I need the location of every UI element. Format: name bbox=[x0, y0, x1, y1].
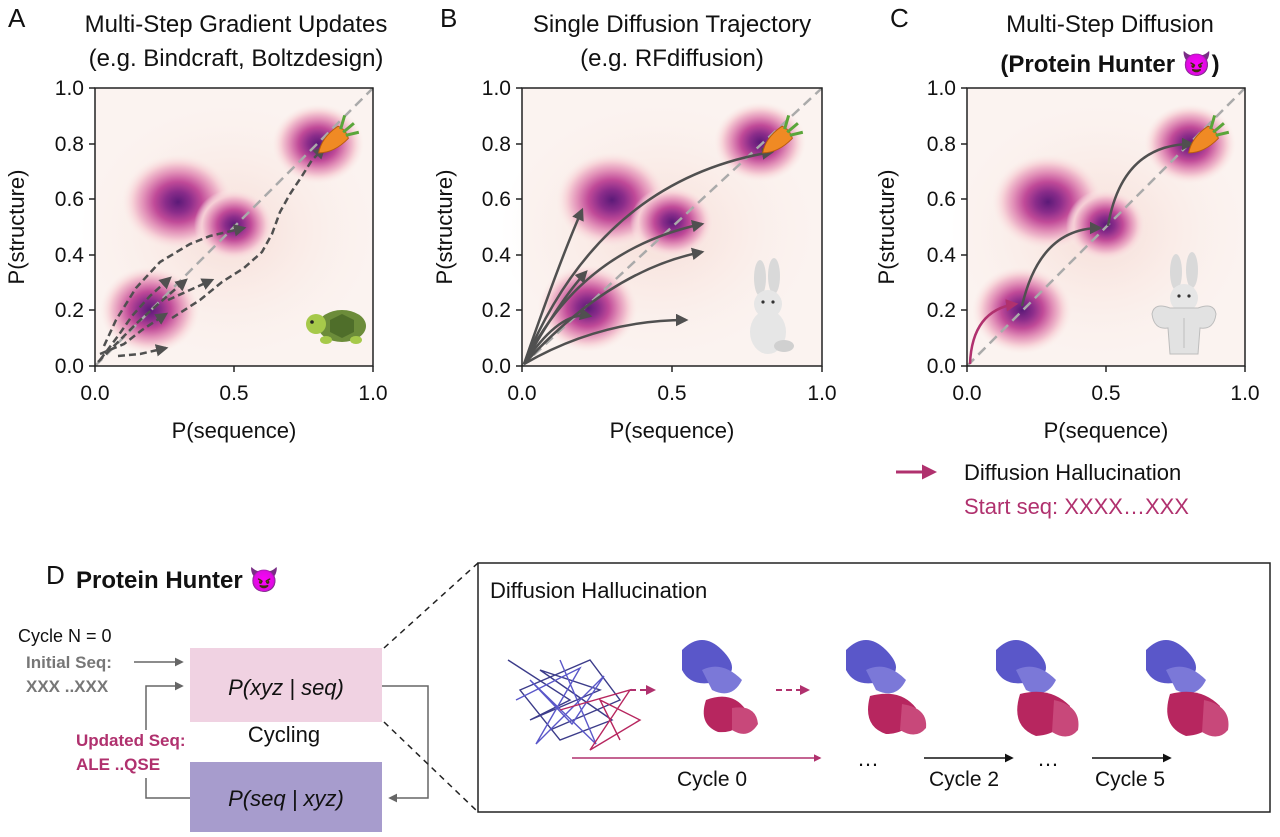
panel-b-axes: 0.0 0.5 1.0 0.0 0.2 0.4 0.6 0.8 1.0 P(se… bbox=[432, 77, 837, 443]
y-axis-label: P(structure) bbox=[4, 170, 29, 285]
y-tick-label: 0.6 bbox=[482, 188, 511, 211]
x-tick-label: 0.5 bbox=[1091, 382, 1120, 405]
panel-subtitle: (Protein Hunter 😈) bbox=[1000, 51, 1219, 78]
x-tick-label: 0.0 bbox=[507, 382, 536, 405]
y-tick-label: 0.4 bbox=[927, 244, 957, 267]
protein-structure-cycle1 bbox=[846, 640, 927, 735]
panel-title: Single Diffusion Trajectory bbox=[533, 11, 811, 38]
y-tick-label: 0.8 bbox=[927, 133, 956, 156]
x-axis-label: P(sequence) bbox=[610, 418, 735, 443]
cycle0-label: Cycle 0 bbox=[677, 768, 747, 791]
panel-b: 0.0 0.5 1.0 0.0 0.2 0.4 0.6 0.8 1.0 P(se… bbox=[432, 3, 837, 443]
y-tick-label: 1.0 bbox=[55, 77, 84, 100]
panel-c-axes: 0.0 0.5 1.0 0.0 0.2 0.4 0.6 0.8 1.0 P(se… bbox=[874, 77, 1260, 443]
x-axis-label: P(sequence) bbox=[1044, 418, 1169, 443]
y-tick-label: 1.0 bbox=[482, 77, 511, 100]
panel-letter: B bbox=[440, 3, 457, 33]
y-axis-label: P(structure) bbox=[874, 170, 899, 285]
y-tick-label: 0.8 bbox=[55, 133, 84, 156]
panel-title: Multi-Step Diffusion bbox=[1006, 11, 1214, 38]
turtle-icon bbox=[306, 310, 366, 344]
inset-title: Diffusion Hallucination bbox=[490, 578, 707, 603]
protein-structure-cycle0 bbox=[682, 640, 758, 734]
legend-label: Diffusion Hallucination bbox=[964, 460, 1181, 485]
panel-a: 0.0 0.5 1.0 0.0 0.2 0.4 0.6 0.8 1.0 P(se… bbox=[4, 3, 388, 443]
carrot-icon bbox=[318, 114, 360, 154]
muscle-rabbit-icon bbox=[1151, 252, 1217, 355]
panel-letter: C bbox=[890, 3, 909, 33]
initial-seq-label: Initial Seq: bbox=[26, 653, 112, 672]
ellipsis: … bbox=[857, 746, 879, 771]
x-tick-label: 0.0 bbox=[80, 382, 109, 405]
random-coil-structure bbox=[507, 659, 642, 751]
rabbit-icon bbox=[750, 258, 794, 354]
y-tick-label: 0.2 bbox=[55, 299, 84, 322]
carrot-icon bbox=[762, 114, 804, 154]
y-tick-label: 0.0 bbox=[482, 355, 511, 378]
y-tick-label: 0.2 bbox=[482, 299, 511, 322]
panel-letter: A bbox=[8, 3, 26, 33]
x-tick-label: 1.0 bbox=[358, 382, 387, 405]
protein-structure-cycle2 bbox=[996, 640, 1079, 737]
x-axis-label: P(sequence) bbox=[172, 418, 297, 443]
panel-a-axes: 0.0 0.5 1.0 0.0 0.2 0.4 0.6 0.8 1.0 P(se… bbox=[4, 77, 388, 443]
y-tick-label: 0.6 bbox=[927, 188, 956, 211]
x-tick-label: 0.5 bbox=[219, 382, 248, 405]
y-tick-label: 0.6 bbox=[55, 188, 84, 211]
zoom-line bbox=[383, 562, 479, 649]
sequence-model-box bbox=[190, 762, 382, 832]
carrot-icon bbox=[1188, 114, 1230, 154]
protein-structure-cycle5 bbox=[1146, 640, 1229, 737]
x-tick-label: 1.0 bbox=[1230, 382, 1259, 405]
panel-d-title: Protein Hunter 😈 bbox=[76, 567, 279, 594]
structure-model-box bbox=[190, 648, 382, 722]
x-tick-label: 0.5 bbox=[657, 382, 686, 405]
updated-seq-label: Updated Seq: bbox=[76, 731, 186, 750]
ellipsis: … bbox=[1037, 746, 1059, 771]
y-tick-label: 0.4 bbox=[55, 244, 85, 267]
cycling-label: Cycling bbox=[248, 722, 320, 747]
updated-seq-value: ALE ..QSE bbox=[76, 755, 160, 774]
legend: Diffusion Hallucination Start seq: XXXX…… bbox=[896, 460, 1189, 519]
initial-seq-value: XXX ..XXX bbox=[26, 677, 109, 696]
y-axis-label: P(structure) bbox=[432, 170, 457, 285]
panel-b-trajectories bbox=[522, 147, 775, 366]
y-tick-label: 0.0 bbox=[927, 355, 956, 378]
panel-d: D Protein Hunter 😈 Cycle N = 0 Initial S… bbox=[18, 560, 1271, 832]
sequence-model-label: P(seq | xyz) bbox=[228, 786, 344, 811]
panel-c-trajectories bbox=[968, 137, 1195, 365]
cycle2-label: Cycle 2 bbox=[929, 768, 999, 791]
cycle5-label: Cycle 5 bbox=[1095, 768, 1165, 791]
panel-a-gradient-arrows bbox=[97, 146, 326, 363]
structure-model-label: P(xyz | seq) bbox=[228, 675, 344, 700]
y-tick-label: 0.4 bbox=[482, 244, 512, 267]
panel-title: Multi-Step Gradient Updates bbox=[85, 11, 388, 38]
y-tick-label: 0.2 bbox=[927, 299, 956, 322]
y-tick-label: 0.8 bbox=[482, 133, 511, 156]
y-tick-label: 0.0 bbox=[55, 355, 84, 378]
panel-subtitle: (e.g. Bindcraft, Boltzdesign) bbox=[89, 45, 384, 72]
panel-subtitle: (e.g. RFdiffusion) bbox=[580, 45, 764, 72]
cycle-n-label: Cycle N = 0 bbox=[18, 626, 112, 646]
x-tick-label: 0.0 bbox=[952, 382, 981, 405]
cycle-loop-arrows bbox=[145, 681, 429, 803]
panel-letter: D bbox=[46, 560, 65, 590]
y-tick-label: 1.0 bbox=[927, 77, 956, 100]
legend-start-seq: Start seq: XXXX…XXX bbox=[964, 494, 1189, 519]
x-tick-label: 1.0 bbox=[807, 382, 836, 405]
panel-c: 0.0 0.5 1.0 0.0 0.2 0.4 0.6 0.8 1.0 P(se… bbox=[874, 3, 1260, 443]
